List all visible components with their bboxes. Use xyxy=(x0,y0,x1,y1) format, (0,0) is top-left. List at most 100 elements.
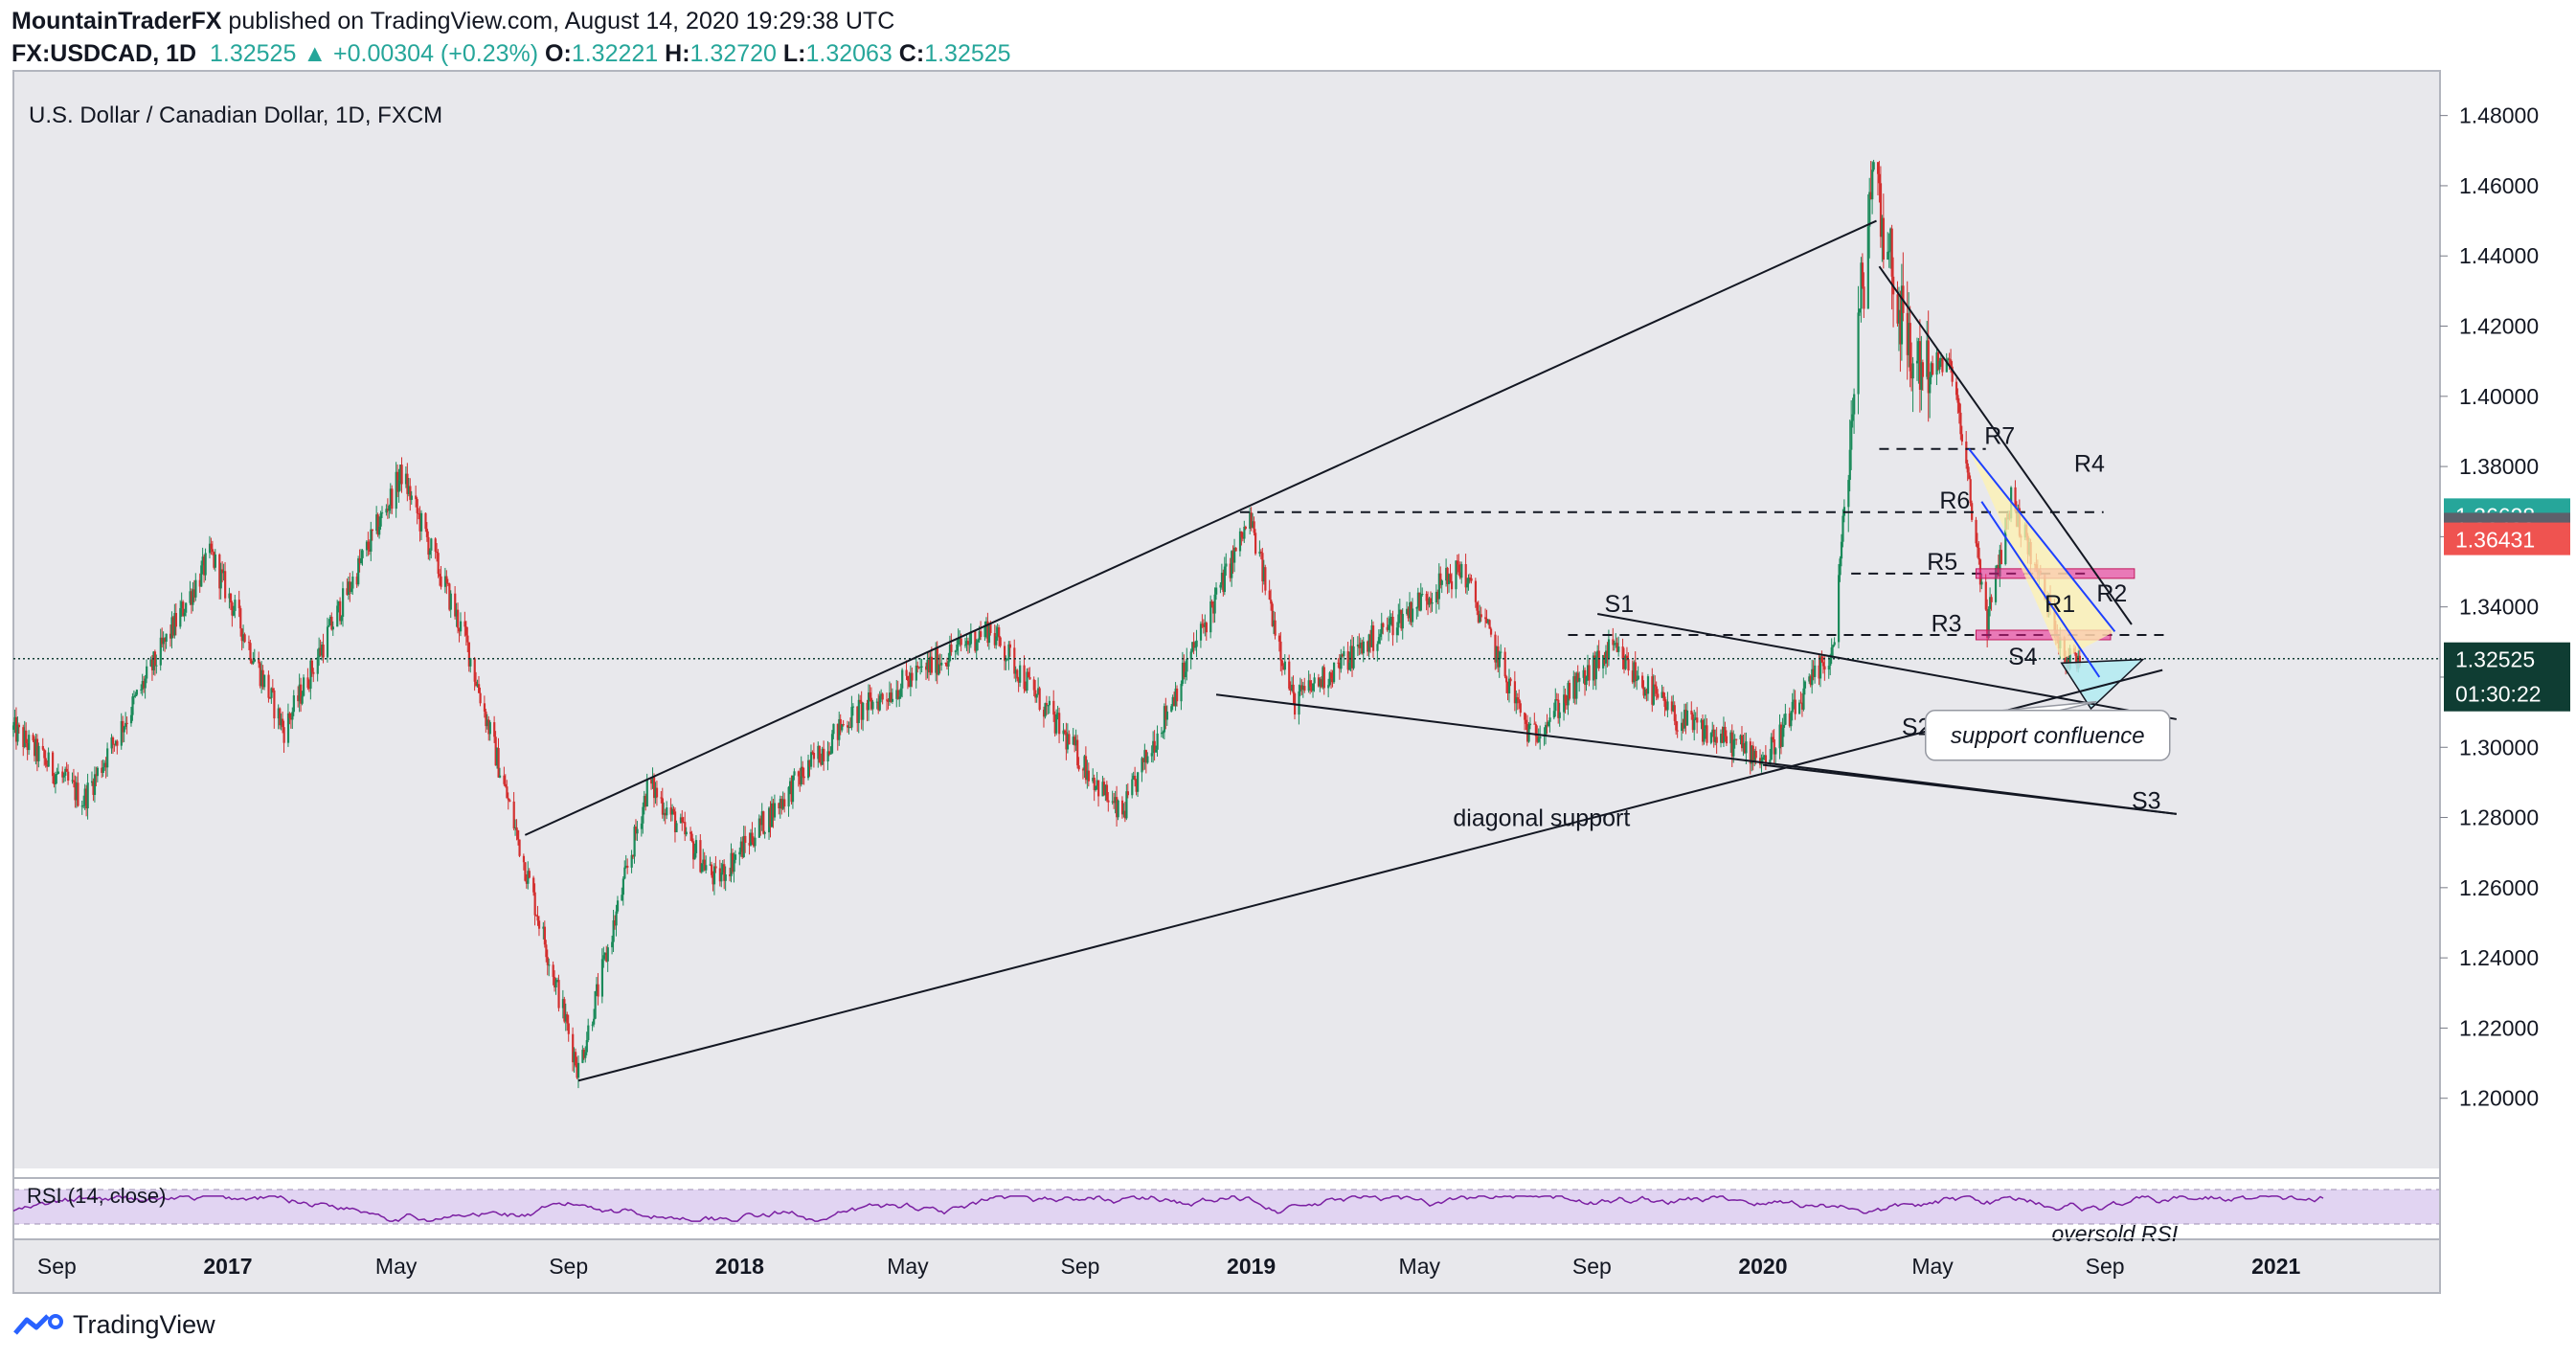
candle-body xyxy=(53,776,56,784)
candle-body xyxy=(830,734,834,754)
candle-body xyxy=(1134,775,1137,781)
candle-body xyxy=(1406,608,1409,614)
candle-body xyxy=(1450,580,1454,590)
candle-body xyxy=(1753,751,1756,762)
candle-body xyxy=(1258,551,1261,555)
rsi-note: oversold RSI xyxy=(2052,1221,2179,1246)
candle-body xyxy=(524,862,527,881)
candle-body xyxy=(1210,601,1213,605)
candle-body xyxy=(1568,683,1571,699)
rsi-line xyxy=(12,1194,2324,1222)
candle-body xyxy=(200,565,203,587)
candle-body xyxy=(998,627,1001,638)
candle-body xyxy=(1729,732,1732,744)
candle-body xyxy=(1195,640,1198,647)
candle-body xyxy=(512,801,515,828)
candle-body xyxy=(1202,624,1206,627)
candle-body xyxy=(228,593,231,599)
candle-body xyxy=(300,684,303,704)
candle-body xyxy=(1346,650,1349,670)
candle-body xyxy=(1939,357,1943,361)
candle-body xyxy=(289,717,293,720)
candle-body xyxy=(1975,519,1977,544)
candle-body xyxy=(1380,623,1383,634)
candle-body xyxy=(1896,294,1899,324)
candle-body xyxy=(808,759,811,767)
candle-body xyxy=(357,558,360,585)
candle-body xyxy=(1467,578,1470,584)
candle-body xyxy=(681,817,684,823)
candle-body xyxy=(1250,512,1253,528)
candle-body xyxy=(1730,732,1733,757)
candle-body xyxy=(1637,675,1639,680)
candle-body xyxy=(93,774,97,795)
candle-body xyxy=(612,919,615,942)
candle-body xyxy=(548,964,551,966)
candle-body xyxy=(306,677,309,689)
candle-body xyxy=(493,722,496,737)
candle-body xyxy=(543,926,547,945)
candle-body xyxy=(1348,662,1351,670)
candle-body xyxy=(1173,696,1176,707)
candle-body xyxy=(185,602,188,613)
candle-body xyxy=(1848,449,1851,481)
candle-body xyxy=(690,833,693,842)
candle-body xyxy=(827,751,831,755)
candle-body xyxy=(682,822,685,824)
candle-body xyxy=(778,803,780,809)
candle-body xyxy=(1617,646,1620,652)
candle-body xyxy=(963,645,967,646)
candle-body xyxy=(1065,732,1068,750)
candle-body xyxy=(218,554,221,589)
candle-body xyxy=(1056,713,1059,714)
candle-body xyxy=(1254,533,1257,555)
support-confluence-zone xyxy=(2060,658,2145,711)
candle-body xyxy=(671,808,674,815)
candle-body xyxy=(322,645,325,658)
candle-body xyxy=(762,811,765,834)
candle-body xyxy=(1507,678,1511,693)
candle-body xyxy=(567,1023,570,1034)
candle-body xyxy=(1120,800,1124,815)
chart-title: U.S. Dollar / Canadian Dollar, 1D, FXCM xyxy=(29,102,442,128)
candle-body xyxy=(1745,741,1748,754)
candle-body xyxy=(72,780,76,782)
candle-body xyxy=(1464,564,1467,588)
candle-body xyxy=(643,796,645,807)
candle-body xyxy=(660,797,663,799)
candle-body xyxy=(576,1065,578,1078)
candle-body xyxy=(194,579,197,598)
tradingview-brand[interactable]: TradingView xyxy=(13,1310,215,1340)
candle-body xyxy=(1379,633,1382,638)
candle-body xyxy=(611,941,614,948)
candle-body xyxy=(1231,551,1233,578)
y-tick-label: 1.34000 xyxy=(2459,595,2539,620)
candle-body xyxy=(1842,515,1844,542)
candle-body xyxy=(213,552,215,568)
candle-body xyxy=(25,730,28,743)
candle-body xyxy=(1435,591,1438,603)
x-tick-label: 2021 xyxy=(2251,1254,2300,1279)
author[interactable]: MountainTraderFX xyxy=(11,8,222,34)
x-tick-label: Sep xyxy=(2086,1254,2125,1279)
candle-body xyxy=(33,740,36,757)
up-triangle-icon: ▲ xyxy=(303,40,328,67)
candle-body xyxy=(760,811,763,826)
candle-body xyxy=(1165,711,1168,720)
candle-body xyxy=(488,722,491,735)
candle-body xyxy=(219,569,222,589)
countdown-label: 01:30:22 xyxy=(2455,682,2542,707)
candle-body xyxy=(375,514,378,532)
candle-body xyxy=(605,952,608,962)
candle-body xyxy=(1448,574,1451,584)
candle-body xyxy=(1652,684,1655,705)
candle-body xyxy=(1358,644,1361,648)
candle-body xyxy=(1623,658,1626,669)
candle-body xyxy=(487,719,490,735)
candle-body xyxy=(56,771,60,774)
candle-body xyxy=(1229,563,1232,578)
candle-body xyxy=(888,692,892,702)
candle-body xyxy=(51,752,55,777)
candle-body xyxy=(555,980,559,982)
